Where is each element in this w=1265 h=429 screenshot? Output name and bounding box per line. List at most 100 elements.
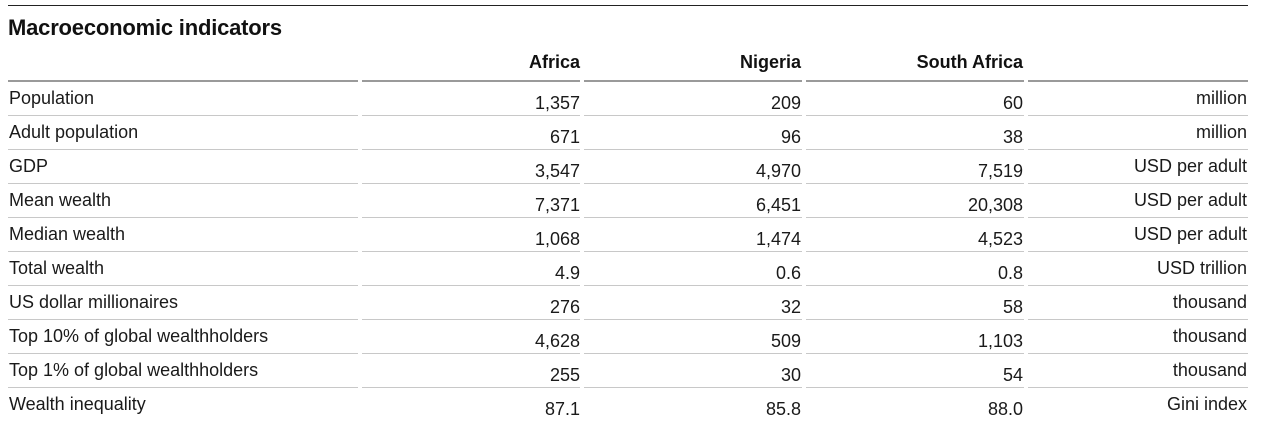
row-divider xyxy=(362,285,580,286)
nigeria-value: 6,451 xyxy=(755,195,801,215)
africa-value: 255 xyxy=(549,365,580,385)
row-unit: million xyxy=(1195,122,1247,142)
row-label: Top 10% of global wealthholders xyxy=(9,326,269,346)
row-divider xyxy=(8,217,358,218)
row-divider xyxy=(1028,115,1248,116)
row-divider xyxy=(584,353,802,354)
south-africa-value: 60 xyxy=(1002,93,1023,113)
row-divider xyxy=(806,183,1024,184)
africa-value: 87.1 xyxy=(544,399,580,419)
south-africa-value: 20,308 xyxy=(967,195,1023,215)
row-unit: thousand xyxy=(1172,292,1247,312)
row-unit: thousand xyxy=(1172,360,1247,380)
row-label: Top 1% of global wealthholders xyxy=(9,360,259,380)
column-header-south-africa: South Africa xyxy=(916,52,1023,72)
row-unit: million xyxy=(1195,88,1247,108)
table-body: Population 1,357 209 60 million Adult populat… xyxy=(0,82,1265,422)
row-divider xyxy=(1028,251,1248,252)
row-divider xyxy=(362,149,580,150)
table-row: Mean wealth 7,371 6,451 20,308 USD per adult xyxy=(0,184,1265,218)
nigeria-value: 1,474 xyxy=(755,229,801,249)
header-rule-nigeria xyxy=(584,80,802,82)
row-label: Population xyxy=(9,88,95,108)
row-label: Median wealth xyxy=(9,224,126,244)
row-divider xyxy=(584,183,802,184)
table-row: Median wealth 1,068 1,474 4,523 USD per adul… xyxy=(0,218,1265,252)
row-divider xyxy=(806,251,1024,252)
africa-value: 3,547 xyxy=(534,161,580,181)
south-africa-value: 7,519 xyxy=(977,161,1023,181)
row-divider xyxy=(806,217,1024,218)
row-divider xyxy=(584,285,802,286)
row-label: Mean wealth xyxy=(9,190,112,210)
south-africa-value: 4,523 xyxy=(977,229,1023,249)
row-divider xyxy=(362,353,580,354)
africa-value: 7,371 xyxy=(534,195,580,215)
table-row: Population 1,357 209 60 million xyxy=(0,82,1265,116)
row-divider xyxy=(806,149,1024,150)
row-divider xyxy=(1028,353,1248,354)
row-divider xyxy=(362,217,580,218)
row-unit: USD trillion xyxy=(1156,258,1247,278)
row-divider xyxy=(8,183,358,184)
column-header-nigeria: Nigeria xyxy=(739,52,801,72)
nigeria-value: 96 xyxy=(780,127,801,147)
south-africa-value: 54 xyxy=(1002,365,1023,385)
africa-value: 1,357 xyxy=(534,93,580,113)
africa-value: 276 xyxy=(549,297,580,317)
table-header: Africa Nigeria South Africa xyxy=(0,52,1265,76)
row-label: Adult population xyxy=(9,122,139,142)
nigeria-value: 85.8 xyxy=(765,399,801,419)
row-unit: thousand xyxy=(1172,326,1247,346)
nigeria-value: 0.6 xyxy=(775,263,801,283)
row-label: US dollar millionaires xyxy=(9,292,179,312)
row-divider xyxy=(362,387,580,388)
row-divider xyxy=(584,115,802,116)
top-rule xyxy=(8,5,1248,6)
header-rule-unit xyxy=(1028,80,1248,82)
africa-value: 1,068 xyxy=(534,229,580,249)
row-divider xyxy=(806,319,1024,320)
header-rule-south-africa xyxy=(806,80,1024,82)
row-divider xyxy=(8,149,358,150)
row-label: Total wealth xyxy=(9,258,105,278)
row-label: GDP xyxy=(9,156,49,176)
row-divider xyxy=(8,115,358,116)
header-rule-africa xyxy=(362,80,580,82)
row-divider xyxy=(806,285,1024,286)
column-header-africa: Africa xyxy=(528,52,580,72)
header-rule-label xyxy=(8,80,358,82)
row-unit: Gini index xyxy=(1166,394,1247,414)
table-row: Wealth inequality 87.1 85.8 88.0 Gini index xyxy=(0,388,1265,422)
row-divider xyxy=(806,115,1024,116)
row-divider xyxy=(1028,387,1248,388)
row-divider xyxy=(8,285,358,286)
row-divider xyxy=(1028,217,1248,218)
table-row: US dollar millionaires 276 32 58 thousand xyxy=(0,286,1265,320)
row-divider xyxy=(1028,149,1248,150)
row-divider xyxy=(8,353,358,354)
south-africa-value: 1,103 xyxy=(977,331,1023,351)
row-divider xyxy=(362,251,580,252)
row-divider xyxy=(8,387,358,388)
africa-value: 671 xyxy=(549,127,580,147)
row-divider xyxy=(584,251,802,252)
row-unit: USD per adult xyxy=(1133,224,1247,244)
nigeria-value: 30 xyxy=(780,365,801,385)
row-divider xyxy=(1028,285,1248,286)
row-divider xyxy=(8,319,358,320)
table-row: Adult population 671 96 38 million xyxy=(0,116,1265,150)
table-row: GDP 3,547 4,970 7,519 USD per adult xyxy=(0,150,1265,184)
row-divider xyxy=(362,319,580,320)
row-divider xyxy=(362,115,580,116)
row-divider xyxy=(584,217,802,218)
nigeria-value: 209 xyxy=(770,93,801,113)
nigeria-value: 4,970 xyxy=(755,161,801,181)
row-divider xyxy=(8,251,358,252)
table-row: Top 10% of global wealthholders 4,628 509 1… xyxy=(0,320,1265,354)
africa-value: 4,628 xyxy=(534,331,580,351)
row-label: Wealth inequality xyxy=(9,394,146,414)
row-divider xyxy=(584,387,802,388)
row-divider xyxy=(806,387,1024,388)
row-unit: USD per adult xyxy=(1133,190,1247,210)
